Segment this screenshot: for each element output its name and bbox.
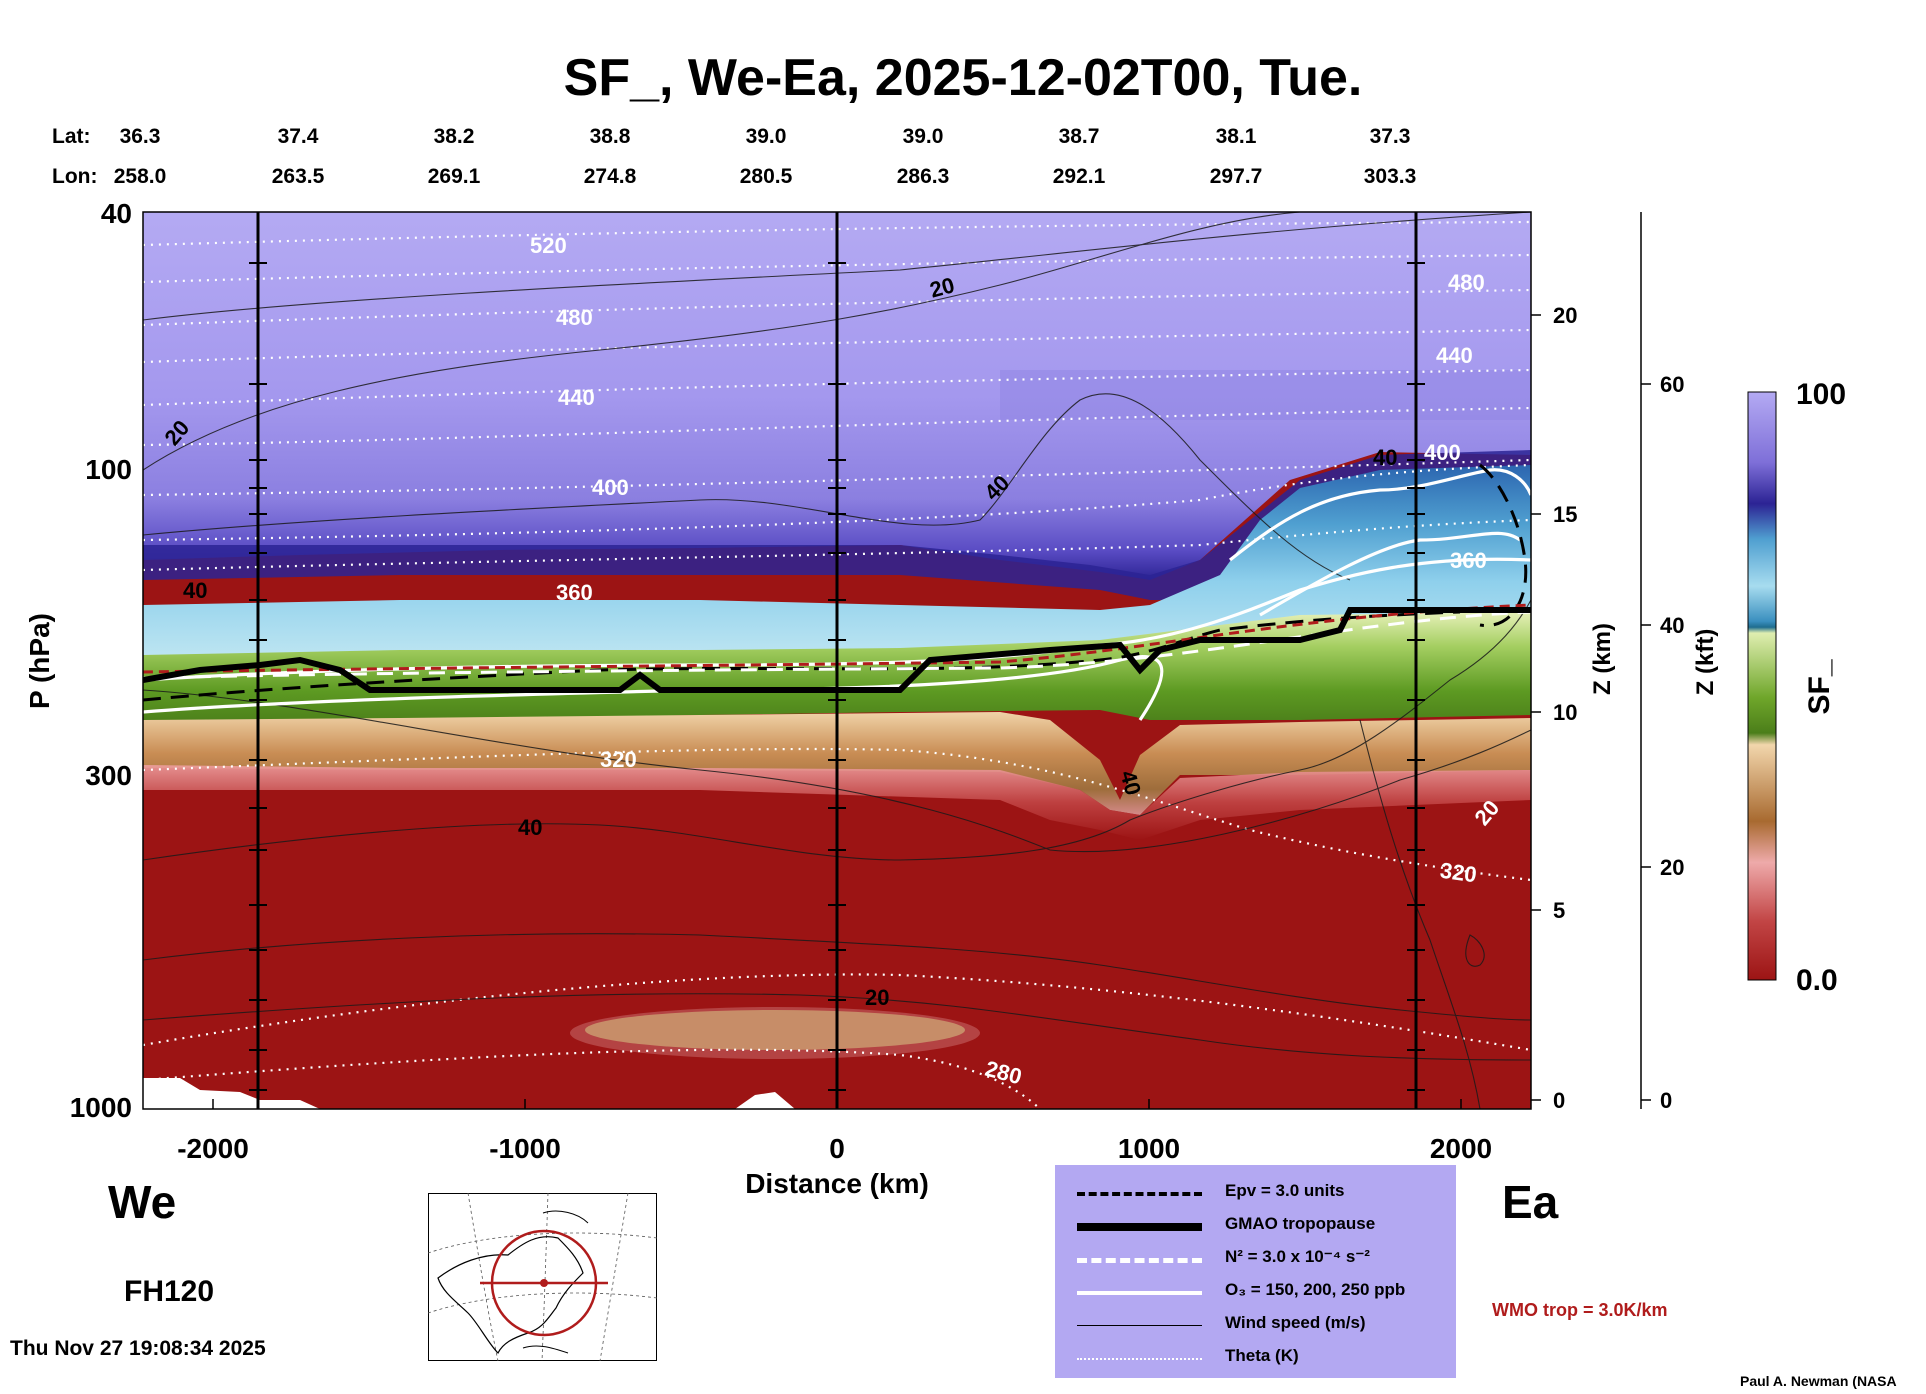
legend-item-o3: O₃ = 150, 200, 250 ppb xyxy=(1055,1276,1456,1309)
x-tick-minus-2000: -2000 xyxy=(177,1133,249,1164)
white-line-icon xyxy=(1077,1291,1202,1295)
lon-value: 303.3 xyxy=(1363,165,1417,188)
z-kft-axis xyxy=(1640,212,1651,1109)
x-tick-1000: 1000 xyxy=(1117,1133,1181,1164)
z-km-tick-5: 5 xyxy=(1553,898,1566,923)
lat-value: 38.8 xyxy=(589,125,631,148)
legend-item-gmao: GMAO tropopause xyxy=(1055,1210,1456,1243)
legend-item-wind: Wind speed (m/s) xyxy=(1055,1309,1456,1342)
theta-label-520: 520 xyxy=(530,233,567,258)
dotted-line-icon xyxy=(1077,1358,1202,1360)
lon-label: Lon: xyxy=(52,165,98,188)
lon-value: 263.5 xyxy=(271,165,325,188)
theta-label-440-east: 440 xyxy=(1436,343,1473,368)
colorbar-min-label: 0.0 xyxy=(1796,964,1838,997)
lon-value: 286.3 xyxy=(896,165,950,188)
east-label: Ea xyxy=(1502,1176,1559,1228)
colorbar-title: SF_ xyxy=(1803,659,1836,715)
gmao-tropopause xyxy=(143,607,1531,693)
section-lines xyxy=(256,212,1418,1109)
wmo-trop-note: WMO trop = 3.0K/km xyxy=(1492,1300,1668,1320)
dashed-line-icon xyxy=(1077,1192,1202,1196)
author-credit: Paul A. Newman (NASA xyxy=(1740,1373,1897,1389)
x-axis-title: Distance (km) xyxy=(745,1168,929,1199)
theta-label-400-east: 400 xyxy=(1424,440,1461,465)
p-tick-1000: 1000 xyxy=(69,1092,132,1123)
wind-label-20-low: 20 xyxy=(865,985,890,1010)
thick-line-icon xyxy=(1077,1223,1202,1231)
lat-value: 36.3 xyxy=(119,125,161,148)
y-axis-title: P (hPa) xyxy=(24,613,55,709)
lat-value: 39.0 xyxy=(902,125,944,148)
lon-value: 292.1 xyxy=(1052,165,1106,188)
z-kft-tick-0: 0 xyxy=(1660,1088,1673,1113)
x-tick-2000: 2000 xyxy=(1429,1133,1493,1164)
n2-contour xyxy=(143,610,1531,680)
z-kft-tick-20: 20 xyxy=(1660,855,1685,880)
theta-label-480-east: 480 xyxy=(1448,270,1485,295)
theta-label-320: 320 xyxy=(600,747,637,772)
legend-item-epv: Epv = 3.0 units xyxy=(1055,1177,1456,1210)
z-km-tick-15: 15 xyxy=(1553,502,1578,527)
legend-item-n2: N² = 3.0 x 10⁻⁴ s⁻² xyxy=(1055,1243,1456,1276)
z-km-tick-10: 10 xyxy=(1553,700,1578,725)
forecast-hour-label: FH120 xyxy=(124,1275,215,1308)
z-kft-tick-60: 60 xyxy=(1660,372,1685,397)
colorbar xyxy=(1747,391,1777,981)
legend-item-theta: Theta (K) xyxy=(1055,1342,1456,1375)
epv-contour xyxy=(143,463,1528,702)
lat-value: 38.7 xyxy=(1058,125,1100,148)
theta-label-480: 480 xyxy=(556,305,593,330)
lat-value: 39.0 xyxy=(745,125,787,148)
z-kft-axis-title: Z (kft) xyxy=(1692,628,1719,696)
thin-line-icon xyxy=(1077,1325,1202,1326)
z-km-tick-0: 0 xyxy=(1553,1088,1566,1113)
lon-value: 269.1 xyxy=(427,165,481,188)
wind-contours xyxy=(143,212,1531,1109)
lat-value: 37.3 xyxy=(1369,125,1411,148)
timestamp: Thu Nov 27 19:08:34 2025 xyxy=(10,1337,266,1360)
z-kft-tick-40: 40 xyxy=(1660,613,1685,638)
legend: Epv = 3.0 units GMAO tropopause N² = 3.0… xyxy=(1055,1165,1456,1378)
lat-value: 37.4 xyxy=(277,125,319,148)
z-km-axis-title: Z (km) xyxy=(1589,623,1616,695)
x-tick-0: 0 xyxy=(829,1133,845,1164)
theta-label-360: 360 xyxy=(556,580,593,605)
p-tick-40: 40 xyxy=(100,198,132,229)
lat-label: Lat: xyxy=(52,125,91,148)
lat-value: 38.1 xyxy=(1215,125,1257,148)
lon-value: 274.8 xyxy=(583,165,637,188)
theta-label-440: 440 xyxy=(558,385,595,410)
x-tick-minus-1000: -1000 xyxy=(489,1133,561,1164)
z-km-ticks xyxy=(1531,314,1541,1101)
wind-label-40-west: 40 xyxy=(183,578,208,603)
distance-ticks xyxy=(212,1099,1462,1109)
white-dashed-line-icon xyxy=(1077,1258,1202,1263)
p-tick-100: 100 xyxy=(85,454,132,485)
theta-label-320-east: 320 xyxy=(1438,857,1479,888)
wmo-trop-line xyxy=(143,603,1531,674)
p-tick-300: 300 xyxy=(85,760,132,791)
chart-title: SF_, We-Ea, 2025-12-02T00, Tue. xyxy=(563,49,1363,107)
theta-label-400: 400 xyxy=(592,475,629,500)
wind-label-40-east: 40 xyxy=(1373,445,1398,470)
colorbar-max-label: 100 xyxy=(1796,378,1847,411)
west-label: We xyxy=(108,1176,177,1228)
lon-value: 280.5 xyxy=(739,165,793,188)
lat-value: 38.2 xyxy=(433,125,475,148)
theta-label-360-east: 360 xyxy=(1450,548,1487,573)
lon-value: 258.0 xyxy=(113,165,167,188)
z-km-tick-20: 20 xyxy=(1553,303,1578,328)
locator-map xyxy=(428,1193,657,1361)
lon-value: 297.7 xyxy=(1209,165,1263,188)
wind-label-40-mid: 40 xyxy=(518,815,543,840)
theta-isentropes xyxy=(143,220,1531,1109)
